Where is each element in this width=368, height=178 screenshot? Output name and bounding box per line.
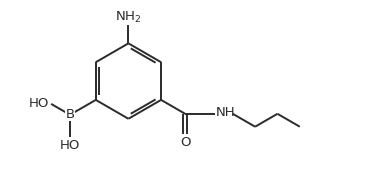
Text: NH: NH (216, 106, 236, 119)
Text: B: B (66, 108, 75, 121)
Text: HO: HO (29, 97, 49, 110)
Text: HO: HO (60, 139, 80, 152)
Text: O: O (180, 136, 190, 149)
Text: NH$_2$: NH$_2$ (115, 9, 142, 25)
